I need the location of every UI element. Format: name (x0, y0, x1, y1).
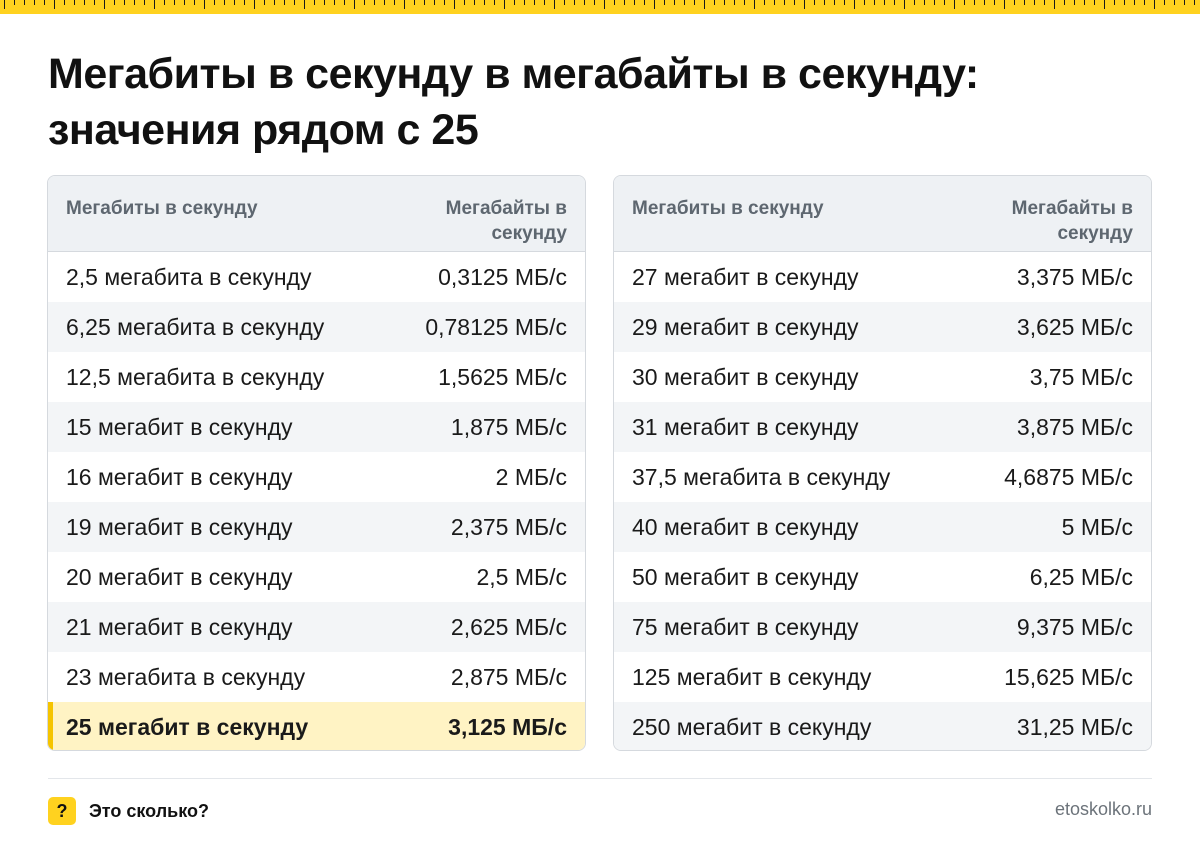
table-row: 12,5 мегабита в секунду 1,5625 МБ/с (48, 352, 585, 402)
row-value: 2,5 МБ/с (476, 563, 567, 590)
table-row: 23 мегабита в секунду 2,875 МБ/с (48, 652, 585, 702)
table-row-highlighted: 25 мегабит в секунду 3,125 МБ/с (48, 702, 585, 750)
row-value: 4,6875 МБ/с (1004, 463, 1133, 490)
row-value: 2,375 МБ/с (450, 513, 567, 540)
row-value: 0,78125 МБ/с (425, 313, 567, 340)
table-row: 37,5 мегабита в секунду 4,6875 МБ/с (614, 452, 1151, 502)
row-label: 12,5 мегабита в секунду (66, 363, 325, 390)
row-value: 1,5625 МБ/с (438, 363, 567, 390)
conversion-table-right: Мегабиты в секунду Мегабайты в секунду 2… (613, 175, 1152, 751)
row-label: 19 мегабит в секунду (66, 513, 293, 540)
table-row: 125 мегабит в секунду 15,625 МБ/с (614, 652, 1151, 702)
row-label: 75 мегабит в секунду (632, 613, 859, 640)
column-header-megabytes: Мегабайты в секунду (445, 198, 567, 244)
row-value: 0,3125 МБ/с (438, 263, 567, 290)
brand-name: Это сколько? (89, 800, 209, 821)
row-label: 16 мегабит в секунду (66, 463, 293, 490)
brand-logo[interactable]: ? Это сколько? (48, 797, 209, 825)
ruler-decoration (0, 0, 1200, 14)
table-row: 75 мегабит в секунду 9,375 МБ/с (614, 602, 1151, 652)
row-label: 31 мегабит в секунду (632, 413, 859, 440)
row-label: 40 мегабит в секунду (632, 513, 859, 540)
row-value: 2,625 МБ/с (450, 613, 567, 640)
row-value: 5 МБ/с (1061, 513, 1133, 540)
row-value: 9,375 МБ/с (1016, 613, 1133, 640)
table-row: 40 мегабит в секунду 5 МБ/с (614, 502, 1151, 552)
row-value: 3,75 МБ/с (1029, 363, 1133, 390)
question-mark-icon: ? (48, 797, 76, 825)
conversion-table-left: Мегабиты в секунду Мегабайты в секунду 2… (47, 175, 586, 751)
table-body: 27 мегабит в секунду 3,375 МБ/с 29 мегаби… (614, 252, 1151, 750)
row-value: 6,25 МБ/с (1029, 563, 1133, 590)
table-header: Мегабиты в секунду Мегабайты в секунду (48, 176, 585, 252)
row-value: 2,875 МБ/с (450, 663, 567, 690)
table-row: 15 мегабит в секунду 1,875 МБ/с (48, 402, 585, 452)
row-label: 250 мегабит в секунду (632, 713, 872, 740)
table-row: 20 мегабит в секунду 2,5 МБ/с (48, 552, 585, 602)
row-value: 3,125 МБ/с (448, 713, 567, 740)
row-label: 37,5 мегабита в секунду (632, 463, 891, 490)
row-label: 21 мегабит в секунду (66, 613, 293, 640)
row-value: 15,625 МБ/с (1004, 663, 1133, 690)
table-row: 2,5 мегабита в секунду 0,3125 МБ/с (48, 252, 585, 302)
row-value: 3,625 МБ/с (1016, 313, 1133, 340)
table-row: 30 мегабит в секунду 3,75 МБ/с (614, 352, 1151, 402)
row-label: 20 мегабит в секунду (66, 563, 293, 590)
row-label: 15 мегабит в секунду (66, 413, 293, 440)
row-label: 25 мегабит в секунду (66, 713, 309, 740)
table-row: 21 мегабит в секунду 2,625 МБ/с (48, 602, 585, 652)
row-value: 2 МБ/с (495, 463, 567, 490)
site-link[interactable]: etoskolko.ru (1054, 799, 1152, 819)
table-row: 27 мегабит в секунду 3,375 МБ/с (614, 252, 1151, 302)
footer-divider (48, 778, 1152, 779)
row-label: 29 мегабит в секунду (632, 313, 859, 340)
table-row: 29 мегабит в секунду 3,625 МБ/с (614, 302, 1151, 352)
row-label: 50 мегабит в секунду (632, 563, 859, 590)
table-row: 250 мегабит в секунду 31,25 МБ/с (614, 702, 1151, 750)
table-row: 16 мегабит в секунду 2 МБ/с (48, 452, 585, 502)
row-value: 3,875 МБ/с (1016, 413, 1133, 440)
column-header-megabits: Мегабиты в секунду (632, 198, 824, 219)
row-label: 27 мегабит в секунду (632, 263, 859, 290)
page-title: Мегабиты в секунду в мегабайты в секунду… (48, 50, 979, 154)
table-row: 31 мегабит в секунду 3,875 МБ/с (614, 402, 1151, 452)
row-label: 125 мегабит в секунду (632, 663, 872, 690)
table-row: 50 мегабит в секунду 6,25 МБ/с (614, 552, 1151, 602)
row-label: 30 мегабит в секунду (632, 363, 859, 390)
table-body: 2,5 мегабита в секунду 0,3125 МБ/с 6,25 м… (48, 252, 585, 750)
row-value: 1,875 МБ/с (450, 413, 567, 440)
row-label: 6,25 мегабита в секунду (66, 313, 325, 340)
row-value: 3,375 МБ/с (1016, 263, 1133, 290)
column-header-megabits: Мегабиты в секунду (66, 198, 258, 219)
table-row: 6,25 мегабита в секунду 0,78125 МБ/с (48, 302, 585, 352)
table-header: Мегабиты в секунду Мегабайты в секунду (614, 176, 1151, 252)
column-header-megabytes: Мегабайты в секунду (1011, 198, 1133, 244)
row-label: 23 мегабита в секунду (66, 663, 306, 690)
table-row: 19 мегабит в секунду 2,375 МБ/с (48, 502, 585, 552)
row-value: 31,25 МБ/с (1016, 713, 1133, 740)
row-label: 2,5 мегабита в секунду (66, 263, 312, 290)
